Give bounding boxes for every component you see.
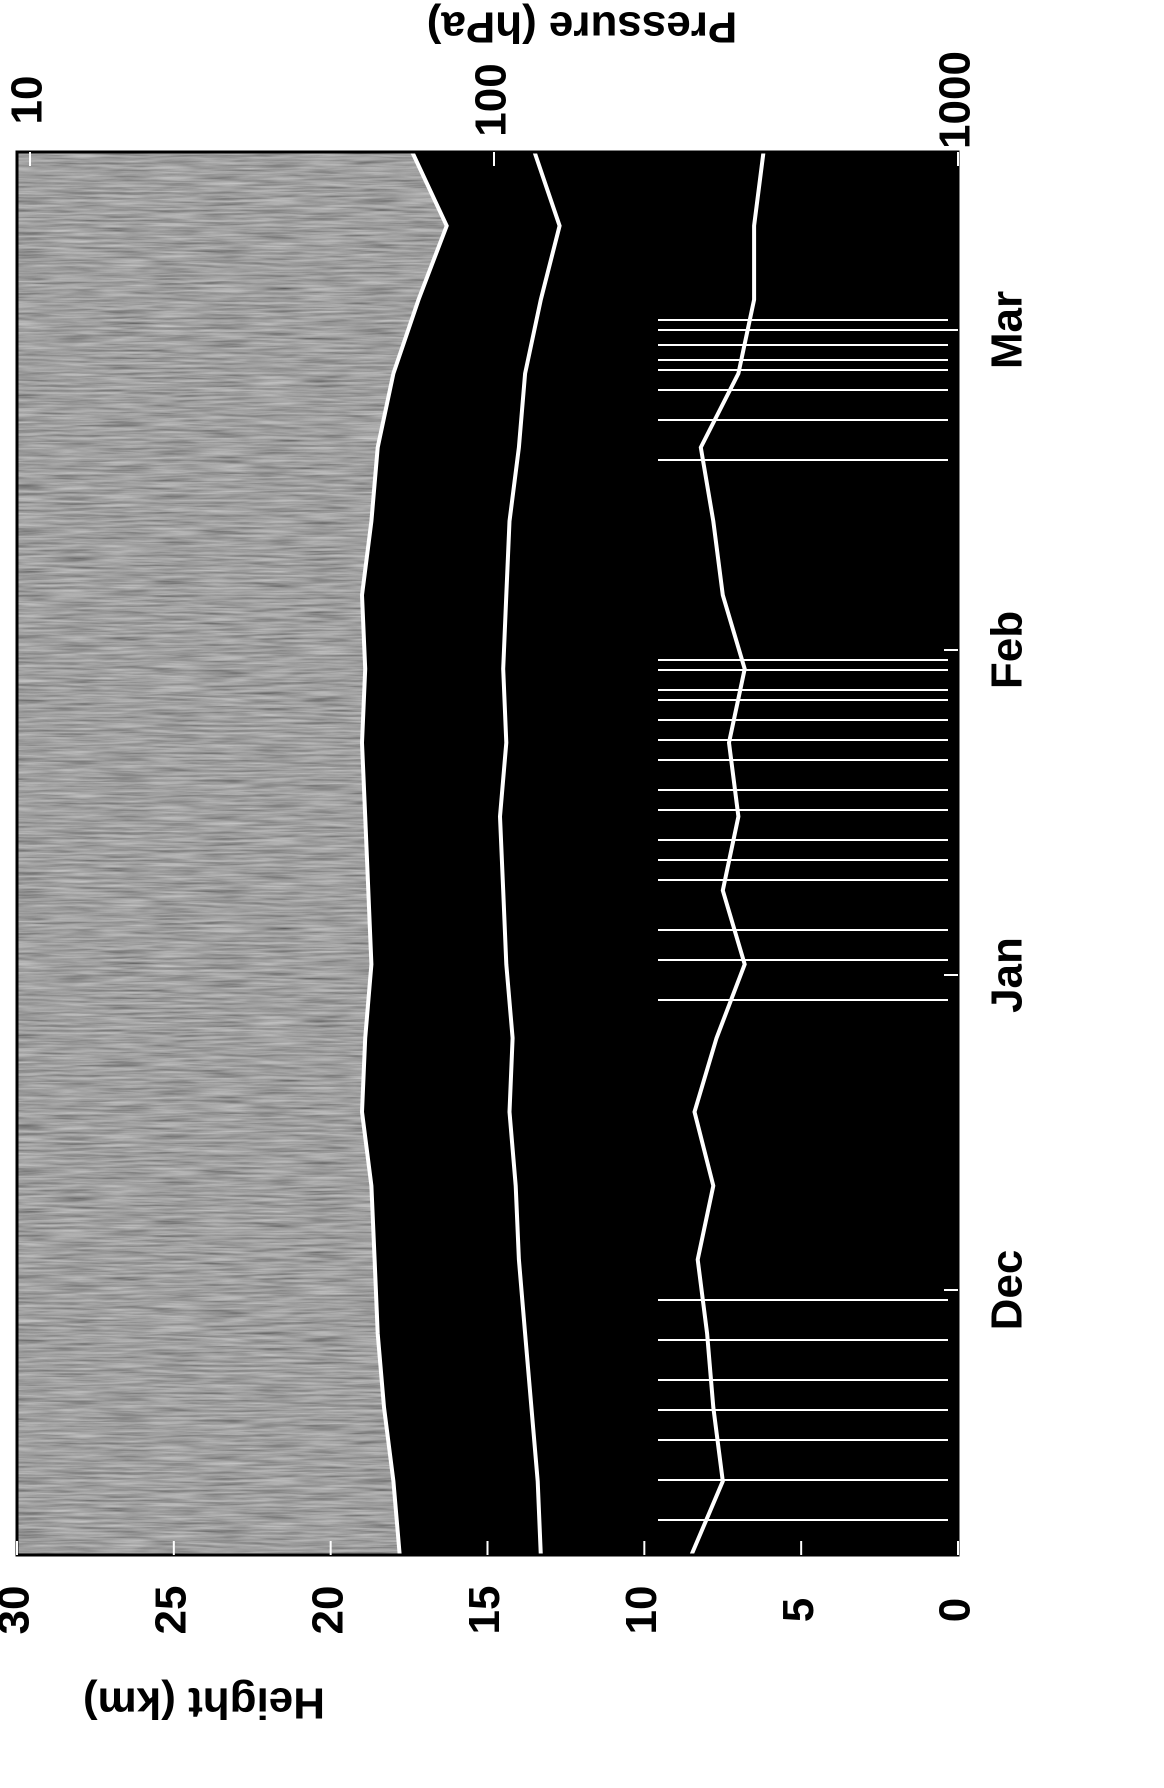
y2-axis-label: Pressure (hPa) (427, 2, 738, 51)
y-tick-label: 0 (931, 1598, 980, 1622)
y-tick-label: 25 (146, 1586, 195, 1635)
contour-line (689, 151, 766, 1556)
contour-line (359, 151, 449, 1556)
x-tick-label: Mar (983, 291, 1032, 369)
y2-tick-label: 1000 (931, 51, 980, 149)
y2-tick-label: 100 (467, 63, 516, 136)
y-tick-label: 20 (303, 1586, 352, 1635)
contour-line (497, 151, 562, 1556)
y-tick-label: 10 (617, 1586, 666, 1635)
x-tick-label: Dec (983, 1250, 1032, 1331)
y-axis-label: Height (km) (83, 1678, 325, 1727)
y2-tick-label: 10 (3, 76, 52, 125)
x-tick-label: Jan (983, 937, 1032, 1013)
y-tick-label: 30 (0, 1586, 39, 1635)
y-tick-label: 5 (774, 1598, 823, 1622)
x-tick-label: Feb (983, 611, 1032, 689)
y-tick-label: 15 (460, 1586, 509, 1635)
